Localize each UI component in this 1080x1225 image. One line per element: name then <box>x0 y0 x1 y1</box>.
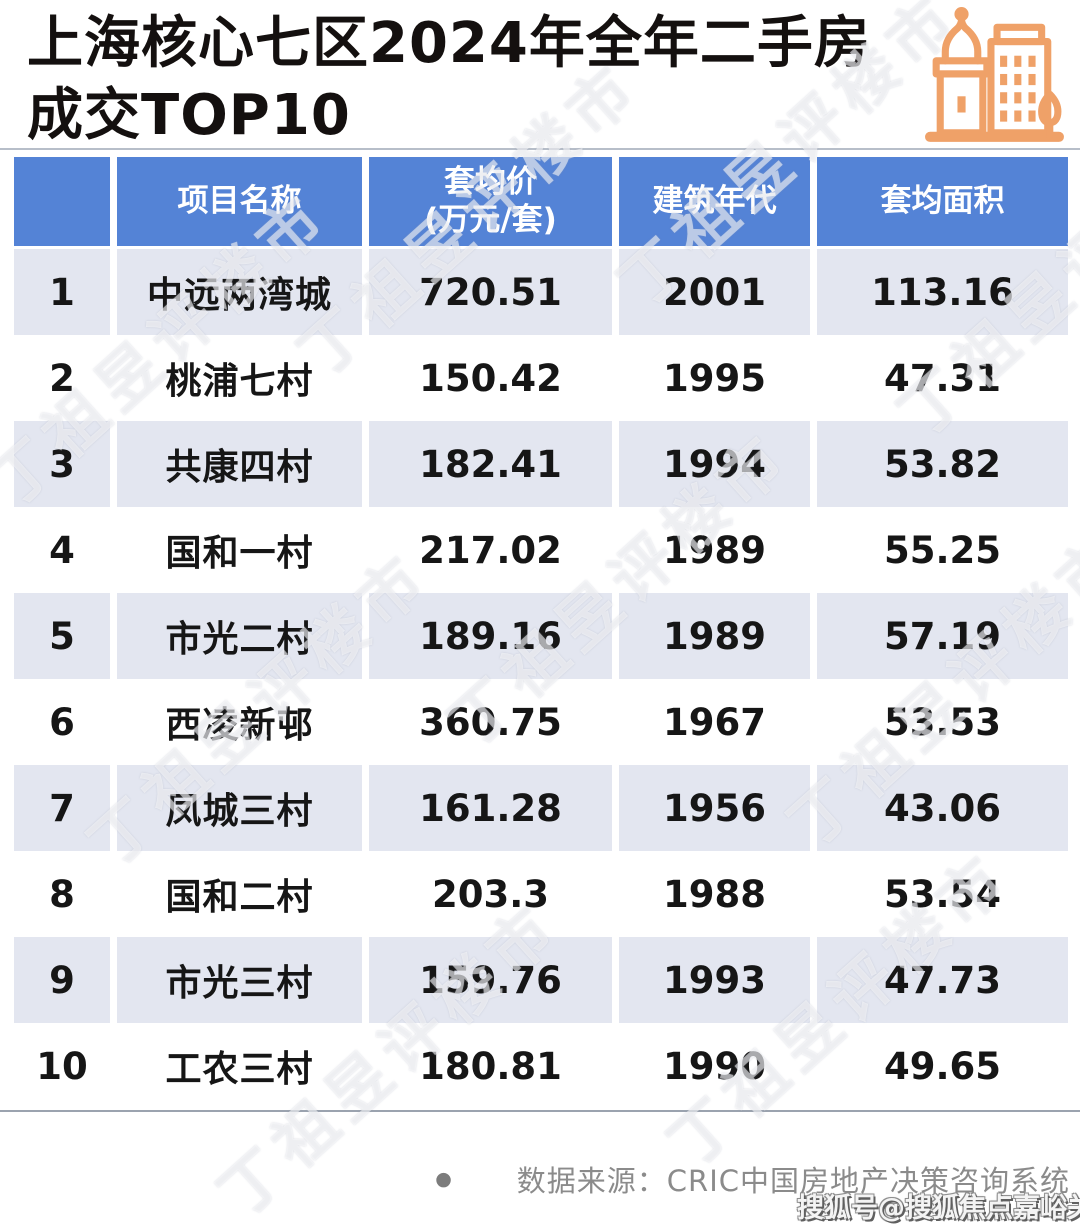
cell-area: 53.54 <box>883 872 1002 916</box>
table-row: 3 共康四村 182.41 1994 53.82 <box>14 421 1068 507</box>
cell-price: 203.3 <box>431 872 550 916</box>
header-rank <box>14 157 110 246</box>
cell-rank: 6 <box>49 700 75 744</box>
page-title: 上海核心七区2024年全年二手房 成交TOP10 <box>27 8 871 151</box>
cell-area: 47.73 <box>817 937 1068 1023</box>
cell-area: 53.82 <box>817 421 1068 507</box>
cell-area: 55.25 <box>883 528 1002 572</box>
bullet-icon: ● <box>435 1168 453 1190</box>
buildings-icon <box>925 7 1064 142</box>
cell-price: 189.16 <box>369 593 612 679</box>
cell-name: 工农三村 <box>165 1049 314 1090</box>
cell-name: 西凌新邨 <box>165 705 314 746</box>
cell-name: 市光二村 <box>117 593 362 679</box>
cell-price: 720.51 <box>369 249 612 335</box>
cell-price: 150.42 <box>419 356 562 400</box>
cell-rank: 3 <box>14 421 110 507</box>
cell-area: 53.53 <box>883 700 1002 744</box>
cell-name: 中远两湾城 <box>117 249 362 335</box>
cell-area: 49.65 <box>883 1044 1002 1088</box>
table-row: 9 市光三村 159.76 1993 47.73 <box>14 937 1068 1023</box>
table-row: 7 凤城三村 161.28 1956 43.06 <box>14 765 1068 851</box>
table-row: 5 市光二村 189.16 1989 57.19 <box>14 593 1068 679</box>
table-row: 1 中远两湾城 720.51 2001 113.16 <box>14 249 1068 335</box>
cell-price: 217.02 <box>419 528 562 572</box>
cell-name: 国和一村 <box>165 533 314 574</box>
cell-area: 57.19 <box>817 593 1068 679</box>
cell-area: 47.31 <box>883 356 1002 400</box>
cell-rank: 5 <box>14 593 110 679</box>
sohu-watermark: 搜狐号@搜狐焦点嘉峪关站 <box>797 1193 1080 1224</box>
page-title-line2: 成交TOP10 <box>27 82 351 148</box>
cell-name: 桃浦七村 <box>165 361 314 402</box>
cell-year: 1967 <box>663 700 766 744</box>
cell-rank: 2 <box>49 356 75 400</box>
cell-price: 159.76 <box>369 937 612 1023</box>
cell-price: 360.75 <box>419 700 562 744</box>
cell-year: 1956 <box>619 765 810 851</box>
header-build-year: 建筑年代 <box>619 157 810 246</box>
header-avg-price: 套均价 (万元/套) <box>369 157 612 246</box>
cell-name: 国和二村 <box>165 877 314 918</box>
cell-year: 1988 <box>663 872 766 916</box>
bottom-separator-line <box>0 1110 1080 1112</box>
cell-name: 凤城三村 <box>117 765 362 851</box>
cell-year: 1989 <box>619 593 810 679</box>
cell-price: 180.81 <box>419 1044 562 1088</box>
cell-rank: 9 <box>14 937 110 1023</box>
cell-year: 1995 <box>663 356 766 400</box>
cell-name: 市光三村 <box>117 937 362 1023</box>
page-title-line1: 上海核心七区2024年全年二手房 <box>27 11 871 76</box>
header-project-name: 项目名称 <box>117 157 362 246</box>
title-block: 上海核心七区2024年全年二手房 成交TOP10 <box>0 0 1080 150</box>
header-avg-area: 套均面积 <box>817 157 1068 246</box>
data-source-text: 数据来源：CRIC中国房地产决策咨询系统 <box>516 1164 1070 1198</box>
table-header-row: 项目名称 套均价 (万元/套) 建筑年代 套均面积 <box>14 157 1068 246</box>
cell-name: 共康四村 <box>117 421 362 507</box>
cell-year: 1993 <box>619 937 810 1023</box>
cell-rank: 4 <box>49 528 75 572</box>
cell-rank: 10 <box>36 1044 88 1088</box>
cell-area: 43.06 <box>817 765 1068 851</box>
table-row: 8 国和二村 203.3 1988 53.54 <box>14 851 1068 937</box>
cell-year: 1989 <box>663 528 766 572</box>
cell-rank: 1 <box>14 249 110 335</box>
cell-rank: 7 <box>14 765 110 851</box>
cell-year: 1994 <box>619 421 810 507</box>
table-row: 2 桃浦七村 150.42 1995 47.31 <box>14 335 1068 421</box>
cell-price: 161.28 <box>369 765 612 851</box>
top10-table: 项目名称 套均价 (万元/套) 建筑年代 套均面积 1 中远两湾城 720.51… <box>14 157 1068 1109</box>
table-row: 10 工农三村 180.81 1990 49.65 <box>14 1023 1068 1109</box>
cell-rank: 8 <box>49 872 75 916</box>
cell-area: 113.16 <box>817 249 1068 335</box>
cell-year: 2001 <box>619 249 810 335</box>
data-source-line: ● 数据来源：CRIC中国房地产决策咨询系统 <box>0 1158 1080 1200</box>
cell-price: 182.41 <box>369 421 612 507</box>
cell-year: 1990 <box>663 1044 766 1088</box>
table-row: 4 国和一村 217.02 1989 55.25 <box>14 507 1068 593</box>
table-row: 6 西凌新邨 360.75 1967 53.53 <box>14 679 1068 765</box>
table-body: 1 中远两湾城 720.51 2001 113.16 2 桃浦七村 150.42… <box>14 249 1068 1109</box>
